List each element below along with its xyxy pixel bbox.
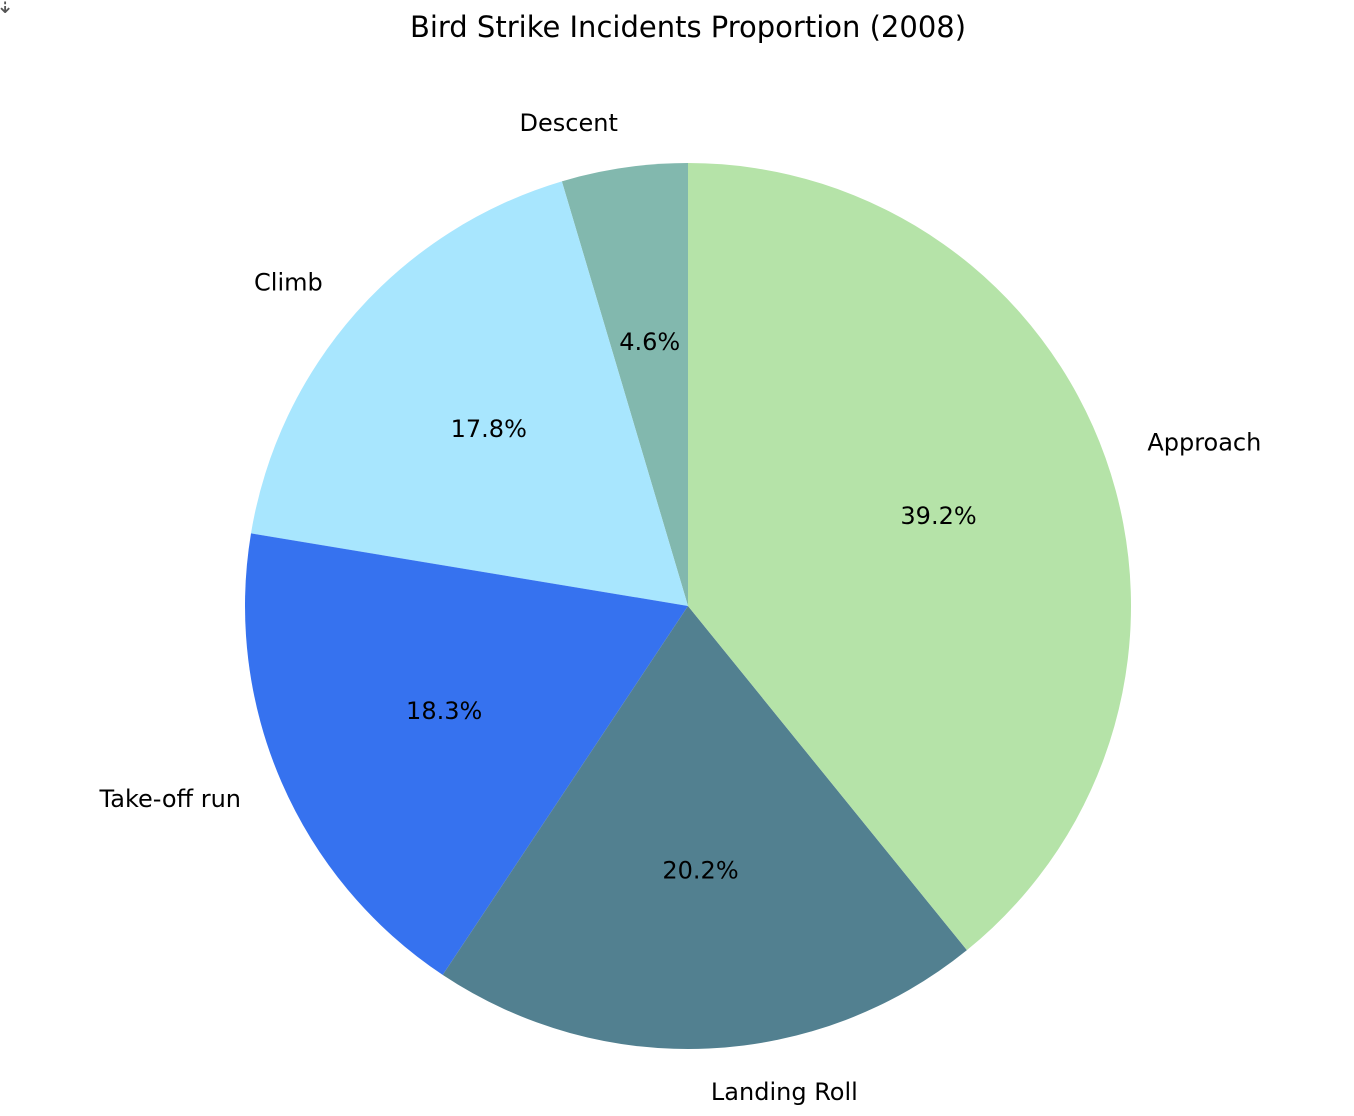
pie-slice-take-off-run — [245, 533, 689, 975]
pie-slice-landing-roll — [442, 606, 967, 1050]
slice-percent-descent: 4.6% — [619, 328, 680, 356]
pie-slice-descent — [561, 163, 688, 606]
slice-label-approach: Approach — [1147, 428, 1261, 456]
pie-labels: Descent 4.6% Climb 17.8% Take-off run 18.3% La… — [99, 109, 1262, 1106]
slice-percent-landing-roll: 20.2% — [662, 857, 738, 885]
chart-title: Bird Strike Incidents Proportion (2008) — [410, 10, 966, 44]
slice-label-landing-roll: Landing Roll — [711, 1078, 858, 1106]
toolbar-glyph-icon: ⇣ — [0, 0, 15, 19]
slice-label-descent: Descent — [520, 109, 618, 137]
pie-slice-climb — [250, 181, 688, 606]
pie-slices — [245, 163, 1132, 1050]
pie-slice-approach — [688, 163, 1132, 951]
slice-percent-approach: 39.2% — [900, 502, 976, 530]
slice-percent-take-off-run: 18.3% — [406, 697, 482, 725]
slice-percent-climb: 17.8% — [451, 415, 527, 443]
slice-label-take-off-run: Take-off run — [99, 785, 241, 813]
slice-label-climb: Climb — [254, 268, 323, 296]
